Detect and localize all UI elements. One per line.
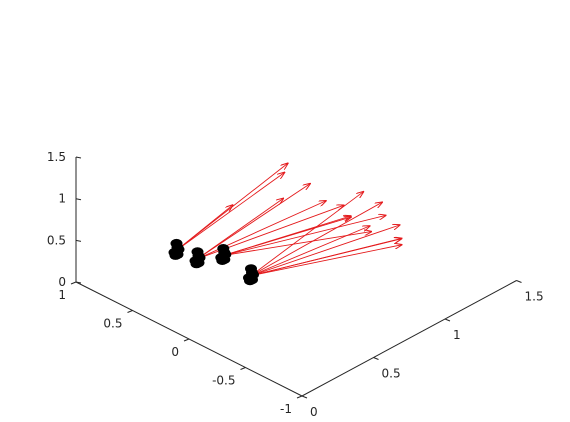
data-point	[192, 258, 205, 268]
vector-arrow	[176, 205, 233, 251]
vector-field	[176, 163, 402, 277]
y-tick-mark	[301, 395, 308, 399]
z-tick-label: 1	[58, 192, 66, 206]
marker-cluster	[189, 247, 206, 269]
vector-arrow	[250, 245, 402, 277]
y-axis-line	[301, 280, 517, 397]
marker-cluster	[168, 238, 185, 260]
y-tick-label: 0	[310, 405, 318, 419]
z-tick-mark	[75, 156, 82, 159]
data-point	[171, 249, 184, 259]
vector-arrow	[223, 217, 351, 256]
y-tick-mark	[444, 318, 451, 322]
z-tick-mark	[75, 239, 82, 242]
x-tick-label: 0.5	[103, 317, 122, 331]
x-tick-mark	[240, 367, 246, 370]
vector-arrow	[250, 226, 370, 277]
axes	[70, 156, 522, 399]
x-tick-label: -1	[280, 402, 292, 416]
vector-arrow	[250, 225, 400, 277]
y-tick-label: 0.5	[382, 367, 401, 381]
z-tick-label: 0	[58, 275, 66, 289]
vector-arrow	[197, 199, 284, 260]
data-point	[246, 275, 258, 285]
marker-cluster	[215, 244, 232, 265]
x-tick-mark	[127, 310, 133, 313]
y-tick-mark	[516, 280, 522, 283]
z-tick-mark	[75, 198, 82, 201]
y-tick-mark	[373, 357, 379, 360]
vector-arrow	[250, 239, 401, 277]
x-tick-label: 0	[171, 345, 179, 359]
data-markers	[168, 238, 259, 286]
y-tick-label: 1	[453, 328, 461, 342]
vector-arrow	[250, 192, 363, 277]
vector-arrow	[197, 184, 311, 260]
tick-labels: 1 0.5 0 -0.5 -1 0 0.5 1 1.5 0 0.5 1 1.5	[47, 150, 544, 419]
x-tick-mark	[70, 281, 77, 285]
vector-arrow	[250, 202, 382, 277]
x-tick-label: 1	[58, 288, 66, 302]
x-tick-mark	[296, 395, 303, 399]
x-tick-mark	[183, 338, 190, 342]
y-tick-label: 1.5	[525, 290, 544, 304]
z-tick-mark	[75, 281, 82, 284]
z-tick-label: 0.5	[47, 233, 66, 247]
marker-cluster	[243, 264, 259, 286]
data-point	[218, 255, 231, 264]
z-tick-label: 1.5	[47, 150, 66, 164]
x-tick-label: -0.5	[212, 374, 235, 388]
